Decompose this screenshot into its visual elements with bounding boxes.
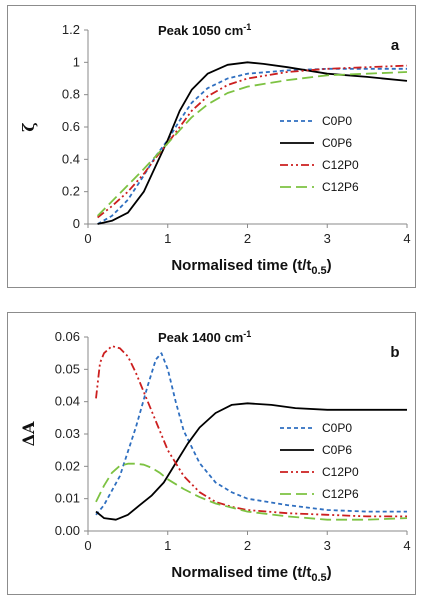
chart-b-series-c12p0 [95,345,407,518]
chart-b-series-c0p6 [95,402,407,521]
chart-a-x-tick-label: 1 [164,231,171,246]
chart-b-series-c12p6 [95,462,408,521]
chart-a-x-axis-label: Normalised time (t/t0.5) [171,257,331,277]
chart-b-x-tick-label: 3 [324,538,331,553]
chart-b-y-tick-label: 0.02 [55,458,80,473]
chart-b-x-axis-label-text: Normalised time (t/t [171,564,311,581]
chart-a-title-sup: -1 [243,22,251,32]
chart-b-x-tick-label: 0 [84,538,91,553]
chart-b-panel-label: b [390,344,399,361]
chart-b-x-axis-label-sub: 0.5 [311,572,326,584]
chart-a-title: Peak 1050 cm-1 [158,22,251,38]
chart-b-y-tick-label: 0.06 [55,329,80,344]
chart-b-legend-label-c0p6: C0P6 [322,443,352,457]
chart-b-y-tick-label: 0.04 [55,394,80,409]
chart-a-y-tick-label: 1 [73,54,80,69]
chart-a-x-tick-label: 4 [403,231,410,246]
chart-b-title: Peak 1400 cm-1 [158,329,251,345]
chart-a-x-tick-label: 2 [244,231,251,246]
chart-b-svg: 0.00 0.01 0.02 0.03 0.04 0.05 0.06 0 1 2 3 4 ΔA Norma… [19,329,411,584]
chart-a-y-tick-label: 0.2 [62,184,80,199]
chart-a-legend-label-c0p6: C0P6 [322,136,352,150]
chart-a-legend-label-c0p0: C0P0 [322,114,352,128]
chart-b-series-c0p0 [95,352,407,516]
chart-a-y-tick-label: 0.6 [62,119,80,134]
chart-a-series-c12p6 [96,71,408,217]
chart-b-title-sup: -1 [243,329,251,339]
chart-a-legend-label-c12p0: C12P0 [322,158,359,172]
chart-a-series-c0p6 [97,61,408,225]
chart-b-legend-label-c0p0: C0P0 [322,421,352,435]
chart-a-x-tick-label: 0 [84,231,91,246]
chart-a-legend-label-c12p6: C12P6 [322,180,359,194]
chart-a-y-tick-label: 0 [73,216,80,231]
chart-b-y-axis-label: ΔA [19,421,38,446]
chart-a-svg: 0 0.2 0.4 0.6 0.8 1 1.2 0 1 2 3 4 ζ Normalised time (… [19,22,411,277]
chart-a-series-c12p0 [97,64,408,219]
chart-b-x-tick-label: 1 [164,538,171,553]
chart-panel-a: 0 0.2 0.4 0.6 0.8 1 1.2 0 1 2 3 4 ζ Normalised time (… [7,5,416,288]
chart-b-y-tick-label: 0.00 [55,523,80,538]
chart-b-legend-label-c12p0: C12P0 [322,465,359,479]
chart-a-y-axis-label: ζ [19,122,38,131]
chart-a-y-tick-label: 1.2 [62,22,80,37]
chart-a-x-axis-label-sub: 0.5 [311,265,326,277]
chart-a-x-axis-label-end: ) [327,257,332,274]
chart-a-x-axis-label-text: Normalised time (t/t [171,257,311,274]
chart-b-x-axis-label: Normalised time (t/t0.5) [171,564,331,584]
chart-b-x-tick-label: 4 [403,538,410,553]
chart-panel-b: 0.00 0.01 0.02 0.03 0.04 0.05 0.06 0 1 2 3 4 ΔA Norma… [7,312,416,595]
chart-b-y-tick-label: 0.01 [55,491,80,506]
chart-b-title-text: Peak 1400 cm [158,330,243,345]
chart-b-x-tick-label: 2 [244,538,251,553]
chart-a-x-tick-label: 3 [324,231,331,246]
chart-b-x-axis-label-end: ) [327,564,332,581]
chart-a-series-c0p0 [97,67,407,225]
chart-a-title-text: Peak 1050 cm [158,23,243,38]
chart-a-panel-label: a [391,37,400,54]
chart-b-y-tick-label: 0.03 [55,426,80,441]
chart-a-y-tick-label: 0.8 [62,87,80,102]
chart-b-legend-label-c12p6: C12P6 [322,487,359,501]
chart-b-y-tick-label: 0.05 [55,361,80,376]
chart-a-y-tick-label: 0.4 [62,151,80,166]
